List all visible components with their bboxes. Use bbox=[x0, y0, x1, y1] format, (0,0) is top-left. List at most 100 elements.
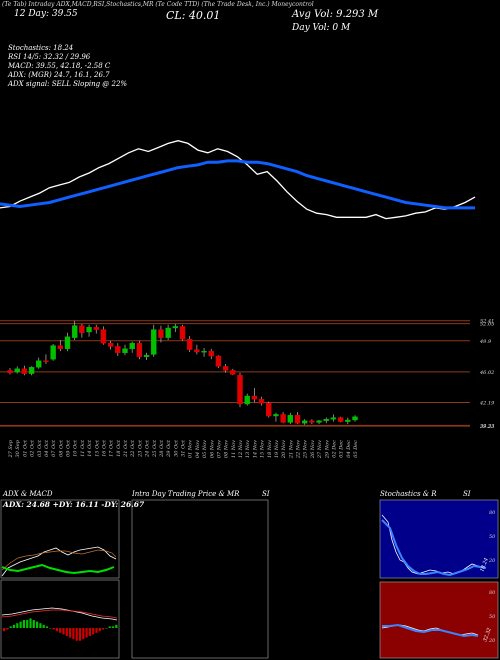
date-tick-label: 29 Oct bbox=[166, 439, 172, 458]
macd-bar bbox=[78, 628, 82, 641]
date-tick-label: 16 Oct bbox=[101, 439, 107, 457]
macd-bar bbox=[102, 628, 105, 630]
macd-bar bbox=[85, 628, 88, 638]
macd-line bbox=[1, 607, 118, 621]
price-axis-label: 39.33 bbox=[480, 423, 494, 429]
macd-bar bbox=[29, 618, 32, 628]
candle-body bbox=[222, 366, 229, 371]
date-tick-label: 15 Nov bbox=[260, 440, 266, 458]
stoch-panel-title-si: SI bbox=[463, 490, 471, 498]
date-tick-label: 05 Dec bbox=[353, 440, 359, 458]
candle-body bbox=[194, 349, 200, 353]
macd-panel bbox=[0, 579, 120, 659]
candle-body bbox=[345, 419, 351, 422]
date-tick-label: 04 Dec bbox=[346, 440, 352, 458]
date-tick-label: 09 Oct bbox=[66, 439, 72, 457]
moving-average-line bbox=[0, 159, 475, 210]
price-axis-label: 52.05 bbox=[480, 322, 494, 328]
macd-readout: MACD: 39.55, 42.18, -2.58 C bbox=[8, 62, 111, 70]
macd-bar bbox=[75, 628, 78, 641]
macd-bar bbox=[115, 624, 118, 628]
candle-body bbox=[86, 327, 92, 333]
candle-body bbox=[21, 368, 28, 374]
date-tick-label: 02 Dec bbox=[331, 440, 337, 458]
date-tick-label: 25 Oct bbox=[152, 439, 158, 458]
date-tick-label: 10 Oct bbox=[73, 439, 79, 457]
date-tick-label: 29 Nov bbox=[324, 440, 330, 459]
candle-body bbox=[57, 345, 64, 350]
macd-bar bbox=[88, 628, 91, 636]
date-tick-label: 21 Oct bbox=[123, 439, 129, 458]
candle-body bbox=[100, 329, 107, 344]
macd-bar bbox=[111, 626, 115, 628]
macd-bar bbox=[59, 628, 62, 633]
date-tick-label: 04 Nov bbox=[195, 440, 201, 458]
price-axis-label: 42.19 bbox=[479, 400, 495, 406]
macd-bar bbox=[3, 628, 6, 632]
day-volume-label: Day Vol: 0 M bbox=[292, 23, 351, 33]
date-tick-label: 02 Oct bbox=[30, 439, 36, 457]
candle-body bbox=[158, 329, 164, 338]
rsi-tick-80: 80 bbox=[489, 590, 496, 596]
candle-body bbox=[201, 351, 207, 353]
candle-body bbox=[179, 326, 186, 340]
stoch-value-label: 18.24 bbox=[479, 557, 490, 573]
date-tick-label: 20 Nov bbox=[281, 440, 287, 459]
date-tick-label: 24 Oct bbox=[145, 439, 151, 458]
macd-bar bbox=[108, 626, 111, 628]
macd-bar bbox=[9, 626, 12, 628]
macd-signal-line bbox=[1, 609, 118, 619]
date-tick-label: 06 Nov bbox=[209, 440, 215, 458]
adx-panel bbox=[0, 499, 120, 579]
candle-body bbox=[316, 420, 322, 423]
date-tick-label: 17 Oct bbox=[109, 439, 115, 457]
adx-readout: ADX: (MGR) 24.7, 16.1, 26.7 bbox=[8, 71, 110, 79]
candle-body bbox=[93, 327, 99, 330]
candle-body bbox=[151, 329, 157, 355]
price-axis-label: 49.9 bbox=[479, 339, 492, 345]
macd-histogram bbox=[3, 618, 118, 641]
adx-plus-line bbox=[1, 546, 117, 577]
candle-body bbox=[309, 420, 315, 423]
adx-panel-title: ADX & MACD bbox=[3, 490, 53, 498]
price-axis-label: 39.23 bbox=[480, 424, 494, 430]
candle-body bbox=[115, 346, 121, 353]
avg-label: 12 Day: 39.55 bbox=[14, 9, 78, 19]
stoch-tick-20: 20 bbox=[488, 558, 496, 564]
adx-values: ADX: 24.68 +DY: 16.11 -DY: 26.67 bbox=[3, 500, 145, 509]
macd-bar bbox=[19, 621, 22, 628]
date-tick-label: 27 Sep bbox=[8, 439, 14, 458]
macd-bar bbox=[52, 628, 55, 630]
stoch-blue-line bbox=[381, 519, 487, 577]
candle-body bbox=[280, 414, 286, 423]
date-tick-label: 07 Oct bbox=[51, 439, 57, 457]
candle-body bbox=[287, 415, 294, 423]
price-axis-label: 52.41 bbox=[480, 319, 494, 325]
candle-body bbox=[251, 395, 258, 400]
stoch-tick-50: 50 bbox=[489, 534, 496, 540]
candle-body bbox=[215, 355, 222, 367]
candle-body bbox=[244, 395, 250, 405]
macd-bar bbox=[69, 628, 72, 638]
macd-bar bbox=[42, 624, 45, 628]
macd-bar bbox=[55, 628, 58, 632]
date-tick-label: 28 Oct bbox=[159, 439, 165, 458]
indicator-readouts: Stochastics: 18.24 RSI 14/5: 32.32 / 29.… bbox=[8, 44, 127, 89]
macd-bar bbox=[16, 623, 19, 628]
stoch-tick-80: 80 bbox=[489, 510, 496, 516]
candle-body bbox=[273, 414, 279, 417]
date-tick-label: 15 Oct bbox=[94, 439, 100, 457]
date-tick-label: 26 Nov bbox=[310, 440, 316, 459]
date-tick-label: 21 Nov bbox=[288, 440, 294, 459]
macd-bar bbox=[65, 628, 68, 636]
macd-bar bbox=[6, 628, 9, 630]
chart-header: (Te Tab) Intraday ADX,MACD,RSI,Stochasti… bbox=[2, 1, 314, 8]
candle-body bbox=[107, 343, 114, 347]
candle-body bbox=[71, 325, 78, 338]
rsi-panel bbox=[379, 581, 499, 659]
date-tick-label: 14 Nov bbox=[252, 440, 258, 458]
date-tick-label: 12 Nov bbox=[238, 440, 244, 458]
date-tick-label: 30 Oct bbox=[173, 439, 179, 457]
macd-bar bbox=[82, 628, 85, 640]
